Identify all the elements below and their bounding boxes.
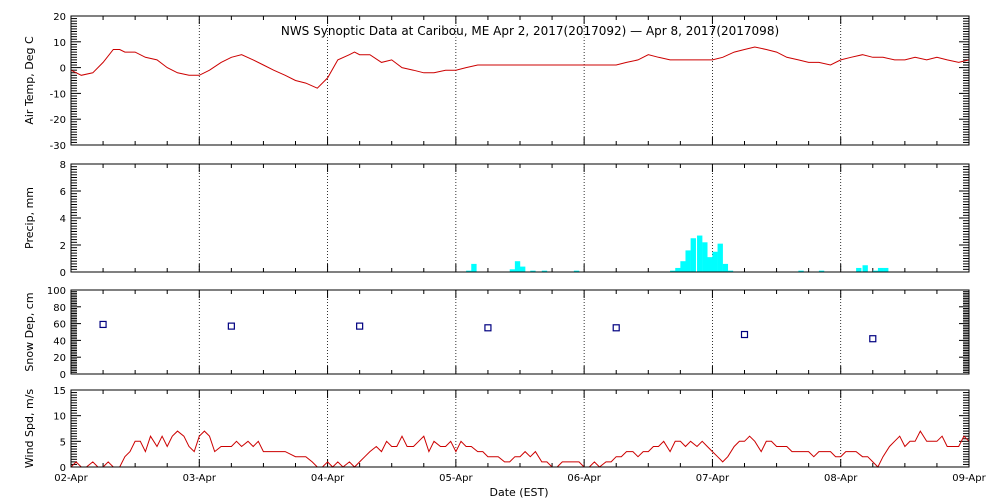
- precip-panel: 0 2 4 6 8 Precip, mm: [23, 160, 970, 279]
- y-tick-label: 0: [60, 370, 66, 381]
- precip-bar: [680, 261, 686, 272]
- x-tick-label: 03-Apr: [183, 473, 217, 484]
- y-tick-label: 60: [53, 320, 66, 331]
- precip-bar: [697, 235, 703, 272]
- air-temp-frame: [70, 15, 970, 146]
- precip-bar: [856, 267, 862, 272]
- air-temp-panel: -30 -20 -10 0 10 20 Air Temp, Deg C: [23, 12, 970, 152]
- precip-bar: [509, 269, 516, 272]
- wind-speed-ylabel: Wind Spd, m/s: [23, 389, 36, 469]
- precip-bar: [541, 270, 548, 272]
- snow-depth-point: [227, 322, 235, 330]
- y-tick-label: 40: [53, 336, 66, 347]
- air-temp-series-line: [70, 46, 970, 89]
- panels: -30 -20 -10 0 10 20 Air Temp, Deg C 0 2 4 6 8 Precip…: [23, 12, 987, 484]
- snow-depth-ylabel: Snow Dep, cm: [23, 292, 36, 371]
- air-temp-ylabel: Air Temp, Deg C: [23, 36, 36, 125]
- precip-ylabel: Precip, mm: [23, 187, 36, 249]
- precip-bar: [530, 270, 536, 272]
- precip-bar: [712, 251, 718, 272]
- precip-bar: [690, 238, 696, 272]
- precip-bar: [670, 270, 676, 272]
- x-tick-label: 05-Apr: [439, 473, 473, 484]
- precip-bar: [727, 270, 734, 272]
- y-tick-label: 80: [53, 303, 66, 314]
- y-tick-label: -20: [50, 115, 66, 126]
- x-tick-label: 09-Apr: [952, 473, 986, 484]
- y-tick-label: 10: [53, 412, 66, 423]
- y-tick-label: -10: [50, 89, 66, 100]
- snow-depth-point: [612, 324, 620, 332]
- y-tick-label: 4: [60, 214, 66, 225]
- chart-title: NWS Synoptic Data at Caribou, ME Apr 2, …: [281, 24, 779, 38]
- y-tick-label: -30: [50, 141, 66, 152]
- y-tick-label: 0: [60, 268, 66, 279]
- precip-bar: [872, 270, 879, 272]
- x-tick-label: 02-Apr: [54, 473, 88, 484]
- precip-bar: [520, 266, 526, 272]
- x-tick-label: 04-Apr: [311, 473, 345, 484]
- precip-bar: [877, 267, 884, 272]
- snow-depth-point: [356, 322, 364, 330]
- x-tick-label: 06-Apr: [567, 473, 601, 484]
- precip-bar: [702, 242, 708, 272]
- precip-bar: [818, 270, 825, 272]
- precip-bar: [862, 265, 868, 272]
- precip-bar: [722, 263, 729, 272]
- precip-bar: [675, 267, 681, 272]
- snow-depth-point: [99, 320, 107, 329]
- y-tick-label: 0: [60, 463, 66, 474]
- precip-bar: [471, 263, 477, 272]
- precip-bar: [514, 261, 521, 272]
- precip-bar: [466, 270, 472, 272]
- x-tick-label: 08-Apr: [824, 473, 858, 484]
- precip-bar: [883, 267, 889, 272]
- snow-depth-point: [484, 324, 492, 332]
- y-tick-label: 8: [60, 160, 66, 171]
- x-axis-label: Date (EST): [489, 486, 548, 499]
- precip-frame: [70, 163, 970, 273]
- y-tick-label: 2: [60, 241, 66, 252]
- y-tick-label: 0: [60, 64, 66, 75]
- y-tick-label: 20: [53, 12, 66, 23]
- precip-bar: [707, 257, 713, 272]
- y-tick-label: 15: [53, 386, 66, 397]
- wind-speed-frame: [70, 389, 970, 468]
- precip-bar: [573, 270, 580, 272]
- y-tick-label: 10: [53, 38, 66, 49]
- wind-speed-series-line: [70, 430, 970, 468]
- precip-bar: [717, 243, 723, 272]
- y-tick-label: 20: [53, 353, 66, 364]
- precip-bar: [685, 250, 691, 272]
- y-tick-label: 100: [47, 286, 66, 297]
- y-tick-label: 6: [60, 187, 66, 198]
- snow-depth-frame: [70, 289, 970, 375]
- y-tick-label: 5: [60, 437, 66, 448]
- x-tick-label: 07-Apr: [696, 473, 730, 484]
- precip-bar: [798, 270, 804, 272]
- snow-depth-point: [869, 335, 877, 343]
- wind-speed-panel: 0 5 10 15 Wind Spd, m/s: [23, 386, 970, 474]
- snow-depth-point: [740, 330, 749, 339]
- snow-depth-panel: 0 20 40 60 80 100 Snow Dep, cm: [23, 286, 970, 381]
